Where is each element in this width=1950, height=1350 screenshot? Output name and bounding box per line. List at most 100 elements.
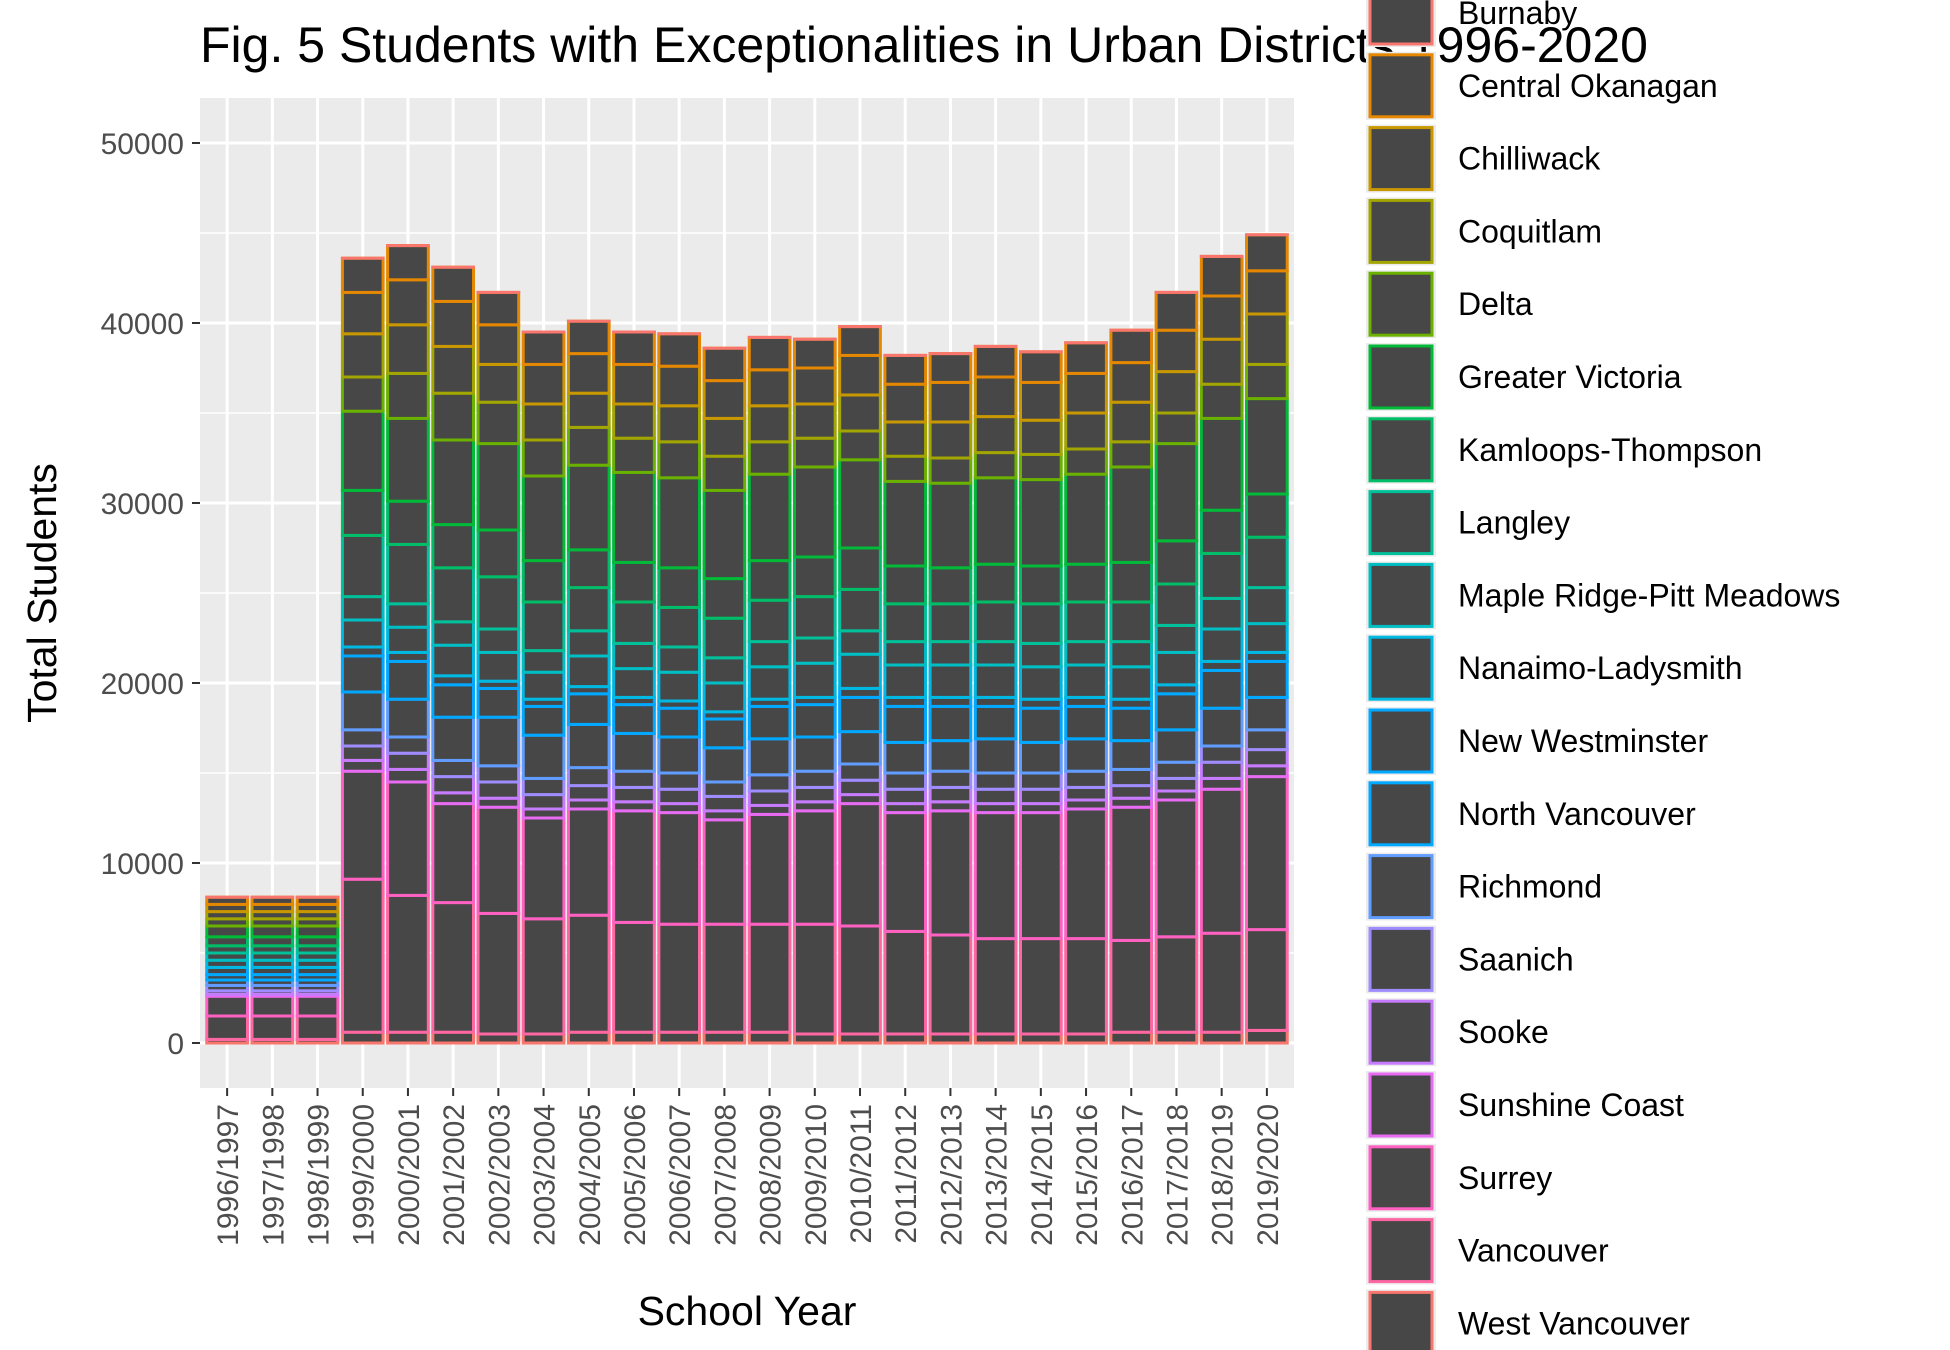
bar-segment [792, 785, 837, 804]
bar-segment [1019, 665, 1063, 701]
bar-segment [1245, 397, 1289, 496]
legend-key [1368, 1072, 1434, 1138]
bar-segment [657, 605, 702, 649]
bar-segment [973, 415, 1018, 455]
bar-segment [521, 704, 566, 737]
bar-segment [566, 391, 611, 429]
bar-segment [386, 602, 430, 629]
bar-segment [566, 766, 611, 788]
bar-segment [928, 456, 973, 485]
bar-segment [431, 715, 476, 762]
bar-segment [476, 686, 521, 719]
legend-label: Kamloops-Thompson [1458, 432, 1762, 468]
bar-segment [612, 703, 656, 735]
bar-segment [657, 404, 702, 444]
bar-segment [1199, 551, 1244, 600]
bar-segment [838, 762, 882, 782]
legend-key [1368, 198, 1434, 264]
bar-segment [883, 353, 928, 386]
bar-segment [612, 667, 656, 699]
legend-label: Sunshine Coast [1458, 1087, 1684, 1123]
bar-segment [838, 546, 882, 591]
bar-segment [928, 704, 973, 743]
bar-segment [521, 670, 566, 701]
x-tick-label: 2014/2015 [1026, 1104, 1059, 1246]
bar-segment [566, 629, 611, 658]
bar-segment [1109, 465, 1154, 564]
bar-segment [1109, 400, 1154, 444]
bar-segment [1064, 341, 1108, 375]
legend-label: Burnaby [1458, 0, 1577, 31]
bar-segment [1019, 771, 1063, 791]
bar-segment [1154, 1030, 1199, 1045]
bar-segment [521, 330, 566, 366]
bar-segment [1199, 744, 1244, 764]
bar-segment [521, 776, 566, 797]
bar-segment [792, 922, 837, 1036]
bar-segment [340, 654, 385, 694]
bar-segment [1109, 665, 1154, 701]
bar-segment [838, 730, 882, 766]
bar-segment [295, 1014, 340, 1041]
bar-segment [702, 616, 747, 660]
bar-segment [973, 663, 1018, 699]
bar-segment [883, 811, 928, 933]
x-tick-label: 2004/2005 [574, 1104, 607, 1246]
bar-segment [702, 1030, 747, 1045]
x-tick-label: 2005/2006 [619, 1104, 652, 1246]
bar-segment [250, 1014, 295, 1041]
bar-segment [883, 929, 928, 1036]
bar-segment [1245, 1028, 1289, 1045]
bar-segment [612, 436, 656, 474]
bar-segment [386, 751, 430, 771]
bar-segment [431, 901, 476, 1034]
legend-key [1368, 562, 1434, 628]
bar-segment [1245, 535, 1289, 590]
bar-segment [386, 780, 430, 897]
bar-segment [1019, 602, 1063, 645]
bar-segment [476, 400, 521, 446]
bar-segment [1199, 627, 1244, 663]
bar-segment [657, 332, 702, 368]
bar-segment [340, 595, 385, 622]
bar-segment [838, 629, 882, 656]
bar-segment [476, 323, 521, 366]
bar-segment [340, 877, 385, 1034]
bar-segment [476, 290, 521, 327]
legend-key [1368, 344, 1434, 410]
bar-segment [612, 470, 656, 564]
bar-segment [1199, 931, 1244, 1034]
x-tick-label: 1996/1997 [212, 1104, 245, 1246]
bar-segment [340, 256, 385, 294]
bar-segment [1109, 600, 1154, 644]
legend-label: North Vancouver [1458, 796, 1696, 832]
bar-segment [883, 479, 928, 568]
bar-segment [1064, 411, 1108, 451]
bar-segment [431, 566, 476, 624]
x-tick-label: 2011/2012 [890, 1104, 923, 1244]
bar-segment [883, 640, 928, 667]
bar-segment [792, 402, 837, 440]
bar-segment [657, 735, 702, 775]
x-tick-label: 2002/2003 [483, 1104, 516, 1246]
bar-segment [612, 1030, 656, 1045]
bar-segment [431, 344, 476, 395]
bar-segment [431, 391, 476, 442]
bar-segment [657, 922, 702, 1034]
bar-segment [476, 911, 521, 1036]
bar-segment [1154, 290, 1199, 332]
legend-label: West Vancouver [1458, 1305, 1690, 1341]
bar-segment [838, 353, 882, 397]
bar-segment [1109, 440, 1154, 469]
bar-segment [1019, 811, 1063, 941]
legend-label: Richmond [1458, 869, 1602, 905]
x-tick-label: 1998/1999 [303, 1104, 336, 1246]
bar-segment [792, 769, 837, 789]
bar-segment [386, 416, 430, 503]
bar-segment [1245, 659, 1289, 699]
bar-segment [566, 1030, 611, 1045]
bar-segment [386, 893, 430, 1034]
legend-label: Vancouver [1458, 1233, 1609, 1269]
bar-segment [340, 769, 385, 881]
bar-segment [1245, 622, 1289, 654]
